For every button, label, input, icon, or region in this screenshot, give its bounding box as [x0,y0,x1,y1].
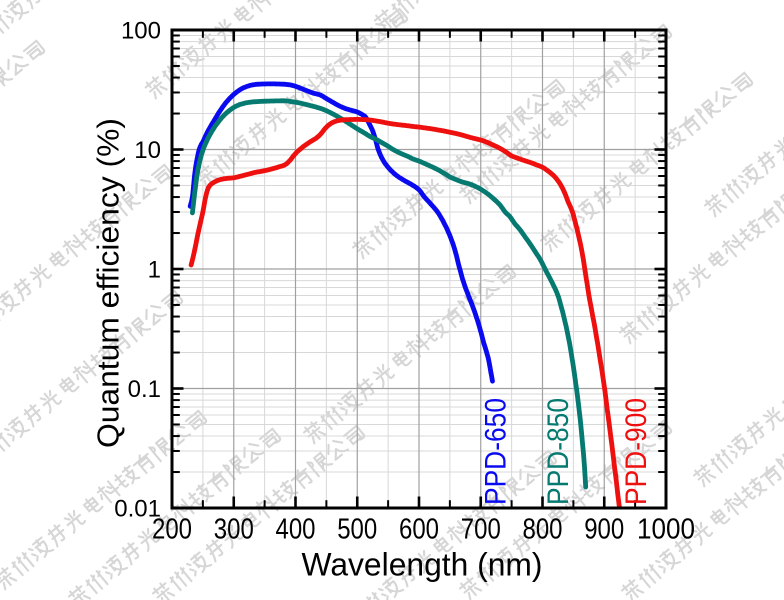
svg-text:600: 600 [399,514,439,546]
svg-text:700: 700 [461,514,501,546]
svg-text:10: 10 [134,137,161,164]
svg-text:Wavelength (nm): Wavelength (nm) [302,547,543,583]
svg-text:200: 200 [152,514,192,546]
svg-text:0.1: 0.1 [128,376,161,403]
svg-text:Quantum efficiency (%): Quantum efficiency (%) [91,118,126,448]
svg-text:900: 900 [584,514,624,546]
svg-text:0.01: 0.01 [114,495,161,522]
svg-text:PPD-650: PPD-650 [480,398,513,505]
svg-text:300: 300 [214,514,254,546]
svg-text:400: 400 [276,514,316,546]
svg-text:100: 100 [121,17,161,44]
svg-text:800: 800 [523,514,563,546]
svg-text:1000: 1000 [637,514,695,546]
svg-text:PPD-900: PPD-900 [620,398,653,505]
svg-text:PPD-850: PPD-850 [542,398,575,505]
svg-text:1: 1 [148,256,161,283]
svg-text:500: 500 [337,514,377,546]
